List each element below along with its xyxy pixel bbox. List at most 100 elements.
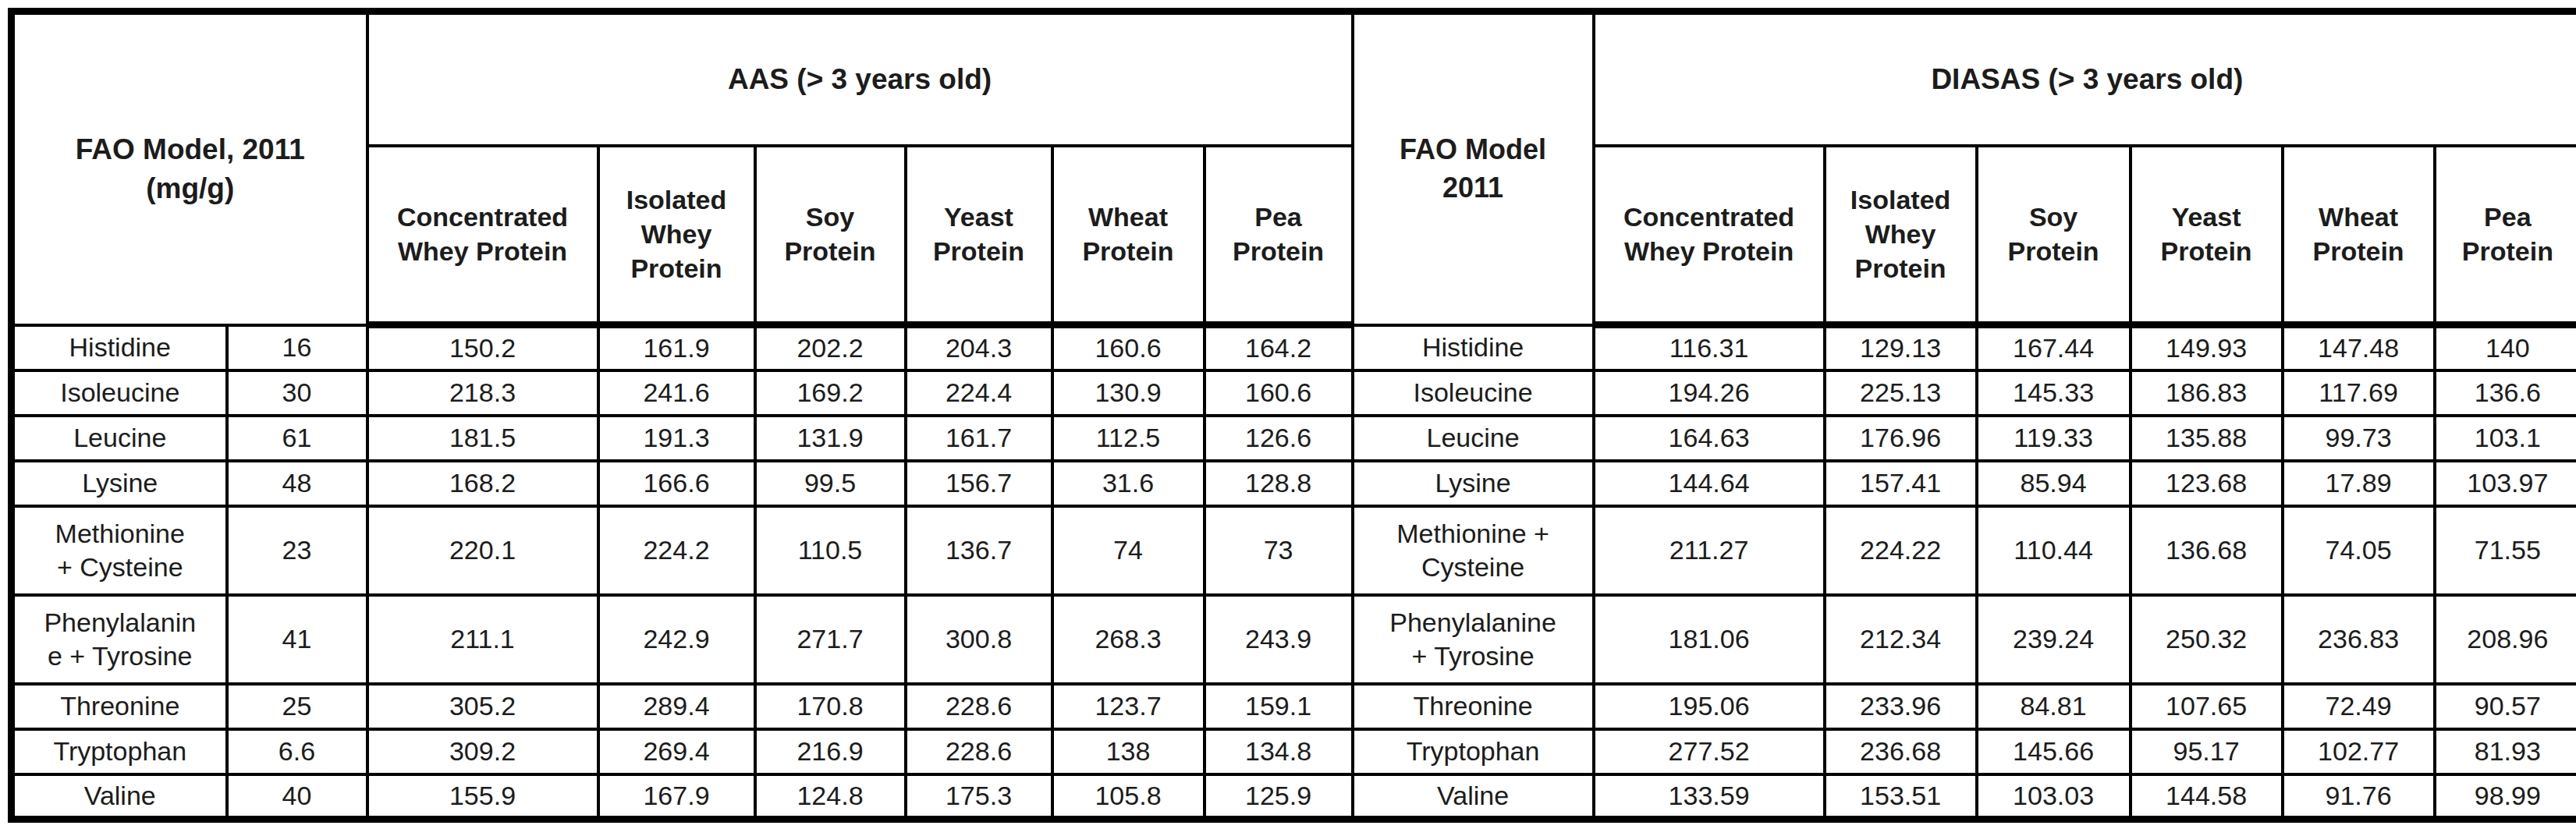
aas-value-cell: 305.2 — [367, 684, 598, 729]
aas-value-cell: 204.3 — [906, 325, 1052, 370]
amino-acid-name-cell-middle: Leucine — [1353, 416, 1594, 461]
diasas-value-cell: 195.06 — [1594, 684, 1825, 729]
aas-value-cell: 220.1 — [367, 506, 598, 595]
fao-value-cell: 16 — [227, 325, 367, 370]
diasas-value-cell: 149.93 — [2131, 325, 2283, 370]
aas-value-cell: 243.9 — [1205, 595, 1353, 684]
aas-value-cell: 216.9 — [755, 729, 906, 774]
diasas-value-cell: 72.49 — [2283, 684, 2435, 729]
diasas-col-yeast: Yeast Protein — [2131, 146, 2283, 325]
amino-acid-name-cell: Isoleucine — [12, 370, 227, 416]
amino-acid-name-cell: Valine — [12, 774, 227, 820]
diasas-value-cell: 133.59 — [1594, 774, 1825, 820]
diasas-value-cell: 103.03 — [1977, 774, 2131, 820]
fao-value-cell: 25 — [227, 684, 367, 729]
diasas-value-cell: 90.57 — [2435, 684, 2576, 729]
diasas-value-cell: 99.73 — [2283, 416, 2435, 461]
aas-value-cell: 99.5 — [755, 461, 906, 506]
table-row: Threonine25305.2289.4170.8228.6123.7159.… — [12, 684, 2576, 729]
diasas-value-cell: 211.27 — [1594, 506, 1825, 595]
diasas-value-cell: 212.34 — [1825, 595, 1977, 684]
aas-value-cell: 271.7 — [755, 595, 906, 684]
aas-col-yeast: Yeast Protein — [906, 146, 1052, 325]
amino-acid-name-cell-middle: Phenylalanine + Tyrosine — [1353, 595, 1594, 684]
page-canvas: FAO Model, 2011 (mg/g) AAS (> 3 years ol… — [0, 0, 2576, 836]
diasas-col-concentrated-whey: Concentrated Whey Protein — [1594, 146, 1825, 325]
diasas-value-cell: 153.51 — [1825, 774, 1977, 820]
aas-value-cell: 228.6 — [906, 684, 1052, 729]
aas-value-cell: 166.6 — [598, 461, 755, 506]
diasas-value-cell: 277.52 — [1594, 729, 1825, 774]
diasas-value-cell: 140 — [2435, 325, 2576, 370]
diasas-value-cell: 135.88 — [2131, 416, 2283, 461]
diasas-col-soy: Soy Protein — [1977, 146, 2131, 325]
diasas-group-header: DIASAS (> 3 years old) — [1594, 12, 2576, 146]
table-row: Tryptophan6.6309.2269.4216.9228.6138134.… — [12, 729, 2576, 774]
diasas-value-cell: 110.44 — [1977, 506, 2131, 595]
aas-value-cell: 105.8 — [1052, 774, 1205, 820]
aas-value-cell: 74 — [1052, 506, 1205, 595]
amino-acid-name-cell: Phenylalanin e + Tyrosine — [12, 595, 227, 684]
diasas-value-cell: 186.83 — [2131, 370, 2283, 416]
amino-acid-name-cell: Methionine + Cysteine — [12, 506, 227, 595]
diasas-value-cell: 225.13 — [1825, 370, 1977, 416]
table-row: Leucine61181.5191.3131.9161.7112.5126.6L… — [12, 416, 2576, 461]
diasas-col-pea: Pea Protein — [2435, 146, 2576, 325]
aas-value-cell: 159.1 — [1205, 684, 1353, 729]
fao-value-cell: 48 — [227, 461, 367, 506]
table-row: Phenylalanin e + Tyrosine41211.1242.9271… — [12, 595, 2576, 684]
aas-value-cell: 161.9 — [598, 325, 755, 370]
table-row: Isoleucine30218.3241.6169.2224.4130.9160… — [12, 370, 2576, 416]
diasas-value-cell: 119.33 — [1977, 416, 2131, 461]
aas-value-cell: 211.1 — [367, 595, 598, 684]
fao-value-cell: 41 — [227, 595, 367, 684]
aas-value-cell: 31.6 — [1052, 461, 1205, 506]
diasas-value-cell: 116.31 — [1594, 325, 1825, 370]
aas-value-cell: 167.9 — [598, 774, 755, 820]
aas-value-cell: 309.2 — [367, 729, 598, 774]
diasas-value-cell: 239.24 — [1977, 595, 2131, 684]
aas-value-cell: 170.8 — [755, 684, 906, 729]
diasas-value-cell: 85.94 — [1977, 461, 2131, 506]
aas-value-cell: 125.9 — [1205, 774, 1353, 820]
aas-value-cell: 241.6 — [598, 370, 755, 416]
aas-value-cell: 155.9 — [367, 774, 598, 820]
amino-acid-name-cell: Histidine — [12, 325, 227, 370]
diasas-value-cell: 91.76 — [2283, 774, 2435, 820]
diasas-value-cell: 181.06 — [1594, 595, 1825, 684]
aas-col-concentrated-whey: Concentrated Whey Protein — [367, 146, 598, 325]
table-row: Histidine16150.2161.9202.2204.3160.6164.… — [12, 325, 2576, 370]
aas-value-cell: 156.7 — [906, 461, 1052, 506]
aas-value-cell: 161.7 — [906, 416, 1052, 461]
diasas-value-cell: 136.68 — [2131, 506, 2283, 595]
aas-value-cell: 218.3 — [367, 370, 598, 416]
aas-value-cell: 150.2 — [367, 325, 598, 370]
diasas-value-cell: 144.64 — [1594, 461, 1825, 506]
amino-acid-name-cell: Leucine — [12, 416, 227, 461]
diasas-value-cell: 194.26 — [1594, 370, 1825, 416]
aas-value-cell: 160.6 — [1052, 325, 1205, 370]
fao-value-cell: 40 — [227, 774, 367, 820]
diasas-value-cell: 107.65 — [2131, 684, 2283, 729]
aas-value-cell: 134.8 — [1205, 729, 1353, 774]
amino-acid-name-cell: Threonine — [12, 684, 227, 729]
aas-value-cell: 124.8 — [755, 774, 906, 820]
amino-acid-name-cell-middle: Threonine — [1353, 684, 1594, 729]
amino-acid-name-cell-middle: Histidine — [1353, 325, 1594, 370]
aas-col-isolated-whey: Isolated Whey Protein — [598, 146, 755, 325]
amino-acid-name-cell-middle: Lysine — [1353, 461, 1594, 506]
aas-value-cell: 228.6 — [906, 729, 1052, 774]
diasas-value-cell: 129.13 — [1825, 325, 1977, 370]
aas-value-cell: 202.2 — [755, 325, 906, 370]
fao-value-cell: 23 — [227, 506, 367, 595]
diasas-col-isolated-whey: Isolated Whey Protein — [1825, 146, 1977, 325]
diasas-value-cell: 145.33 — [1977, 370, 2131, 416]
aas-value-cell: 175.3 — [906, 774, 1052, 820]
fao-value-cell: 61 — [227, 416, 367, 461]
aas-value-cell: 289.4 — [598, 684, 755, 729]
amino-acid-name-cell-middle: Methionine + Cysteine — [1353, 506, 1594, 595]
fao-model-middle-header: FAO Model 2011 — [1353, 12, 1594, 325]
amino-acid-name-cell: Lysine — [12, 461, 227, 506]
diasas-value-cell: 233.96 — [1825, 684, 1977, 729]
diasas-value-cell: 103.1 — [2435, 416, 2576, 461]
